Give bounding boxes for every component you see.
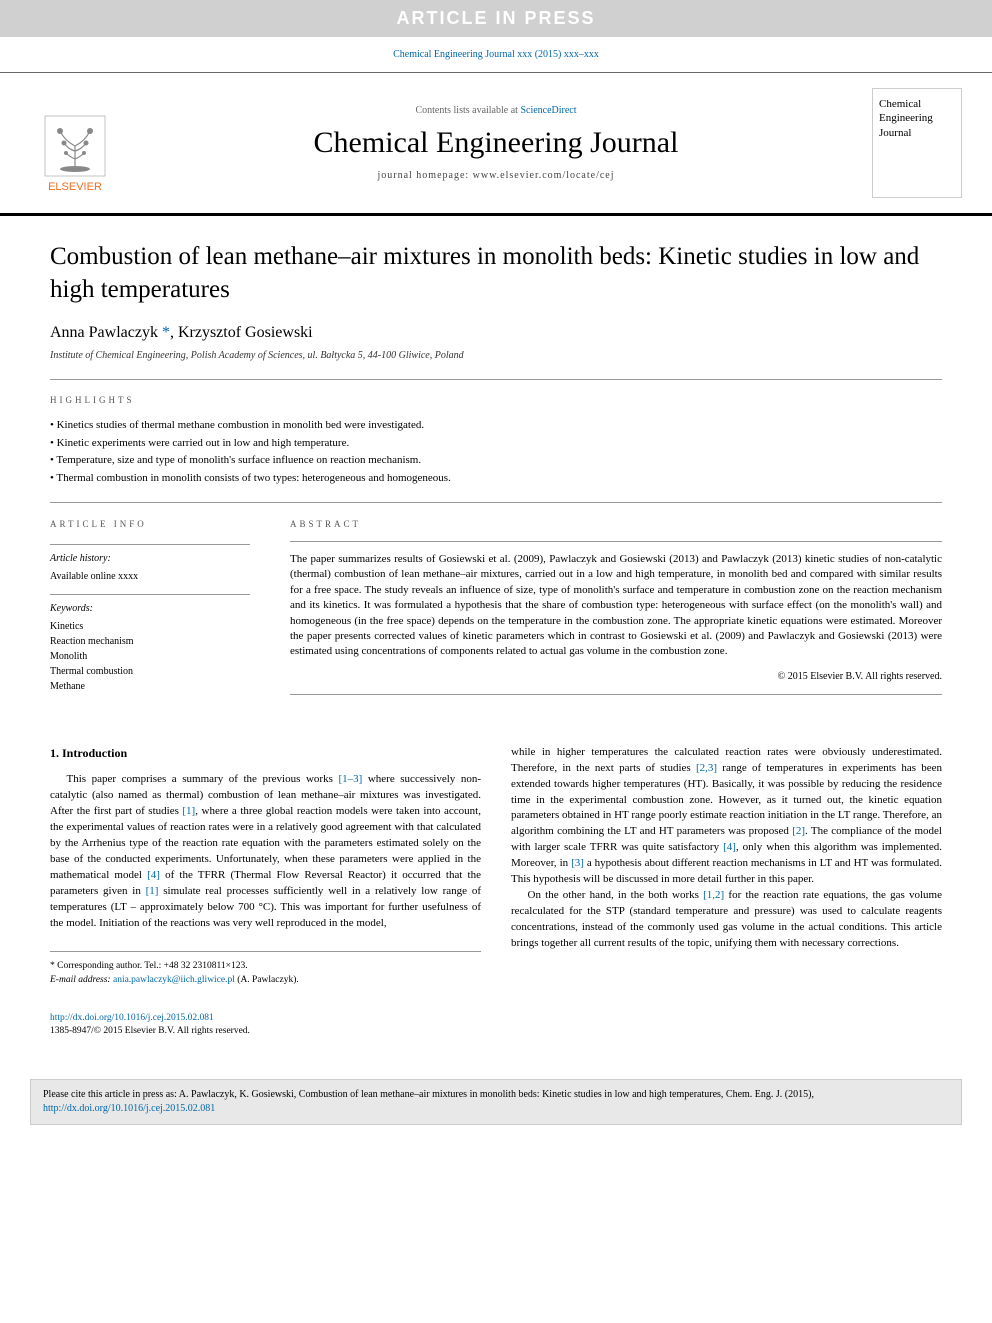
footer-notes: * Corresponding author. Tel.: +48 32 231… — [50, 951, 481, 987]
divider — [290, 694, 942, 695]
elsevier-logo: ELSEVIER — [30, 93, 120, 193]
keyword: Monolith — [50, 649, 250, 664]
keywords-heading: Keywords: — [50, 601, 250, 616]
contents-text: Contents lists available at — [415, 105, 520, 116]
page: ARTICLE IN PRESS Chemical Engineering Jo… — [0, 0, 992, 1323]
body-columns: 1. Introduction This paper comprises a s… — [50, 745, 942, 1039]
keyword: Methane — [50, 679, 250, 694]
citation-text: Chemical Engineering Journal xxx (2015) … — [393, 49, 599, 60]
cite-text: Please cite this article in press as: A.… — [43, 1089, 814, 1100]
article-title: Combustion of lean methane–air mixtures … — [50, 241, 942, 306]
journal-cover: Chemical Engineering Journal — [872, 88, 962, 198]
highlight-item: Temperature, size and type of monolith's… — [50, 452, 942, 470]
email-label: E-mail address: — [50, 975, 111, 985]
citation-line: Chemical Engineering Journal xxx (2015) … — [0, 37, 992, 72]
article-info-label: ARTICLE INFO — [50, 518, 250, 532]
abstract-label: ABSTRACT — [290, 518, 942, 531]
doi-link[interactable]: http://dx.doi.org/10.1016/j.cej.2015.02.… — [50, 1013, 214, 1023]
email-link[interactable]: ania.pawlaczyk@iich.gliwice.pl — [113, 975, 235, 985]
divider — [50, 544, 250, 545]
highlights-list: Kinetics studies of thermal methane comb… — [50, 417, 942, 487]
corresponding-note: * Corresponding author. Tel.: +48 32 231… — [50, 960, 481, 973]
intro-p1: This paper comprises a summary of the pr… — [50, 772, 481, 931]
author-1: Anna Pawlaczyk — [50, 324, 158, 341]
highlight-item: Kinetics studies of thermal methane comb… — [50, 417, 942, 435]
cover-text: Chemical Engineering Journal — [879, 98, 933, 139]
in-press-banner: ARTICLE IN PRESS — [0, 0, 992, 37]
journal-header: ELSEVIER Contents lists available at Sci… — [0, 72, 992, 216]
highlights-label: HIGHLIGHTS — [50, 395, 942, 405]
highlight-item: Kinetic experiments were carried out in … — [50, 435, 942, 453]
doi-block: http://dx.doi.org/10.1016/j.cej.2015.02.… — [50, 1012, 481, 1039]
intro-p2: while in higher temperatures the calcula… — [511, 745, 942, 888]
abstract-text: The paper summarizes results of Gosiewsk… — [290, 552, 942, 660]
keyword: Thermal combustion — [50, 664, 250, 679]
body-col-left: 1. Introduction This paper comprises a s… — [50, 745, 481, 1039]
cite-box: Please cite this article in press as: A.… — [30, 1079, 962, 1125]
history-heading: Article history: — [50, 551, 250, 566]
author-2: Krzysztof Gosiewski — [178, 324, 313, 341]
abstract-column: ABSTRACT The paper summarizes results of… — [290, 518, 942, 694]
banner-text: ARTICLE IN PRESS — [396, 8, 595, 28]
divider — [50, 594, 250, 595]
section-heading-intro: 1. Introduction — [50, 745, 481, 762]
keyword: Kinetics — [50, 619, 250, 634]
divider — [50, 379, 942, 380]
intro-p3: On the other hand, in the both works [1,… — [511, 888, 942, 952]
cite-doi-link[interactable]: http://dx.doi.org/10.1016/j.cej.2015.02.… — [43, 1103, 215, 1114]
journal-name: Chemical Engineering Journal — [120, 126, 872, 160]
body-col-right: while in higher temperatures the calcula… — [511, 745, 942, 1039]
info-abstract-row: ARTICLE INFO Article history: Available … — [50, 518, 942, 694]
keyword: Reaction mechanism — [50, 634, 250, 649]
publisher-name: ELSEVIER — [48, 181, 102, 193]
highlight-item: Thermal combustion in monolith consists … — [50, 470, 942, 488]
contents-available: Contents lists available at ScienceDirec… — [120, 105, 872, 116]
journal-homepage: journal homepage: www.elsevier.com/locat… — [120, 170, 872, 181]
corresponding-marker[interactable]: * — [162, 324, 170, 341]
article-content: Combustion of lean methane–air mixtures … — [0, 216, 992, 1064]
authors: Anna Pawlaczyk *, Krzysztof Gosiewski — [50, 324, 942, 342]
elsevier-tree-icon — [40, 111, 110, 181]
copyright: © 2015 Elsevier B.V. All rights reserved… — [290, 670, 942, 684]
email-line: E-mail address: ania.pawlaczyk@iich.gliw… — [50, 974, 481, 987]
divider — [50, 502, 942, 503]
affiliation: Institute of Chemical Engineering, Polis… — [50, 350, 942, 361]
sciencedirect-link[interactable]: ScienceDirect — [520, 105, 576, 116]
issn-line: 1385-8947/© 2015 Elsevier B.V. All right… — [50, 1026, 250, 1036]
header-center: Contents lists available at ScienceDirec… — [120, 105, 872, 181]
article-info: ARTICLE INFO Article history: Available … — [50, 518, 250, 694]
email-author: (A. Pawlaczyk). — [237, 975, 298, 985]
history-text: Available online xxxx — [50, 569, 250, 584]
divider — [290, 541, 942, 542]
